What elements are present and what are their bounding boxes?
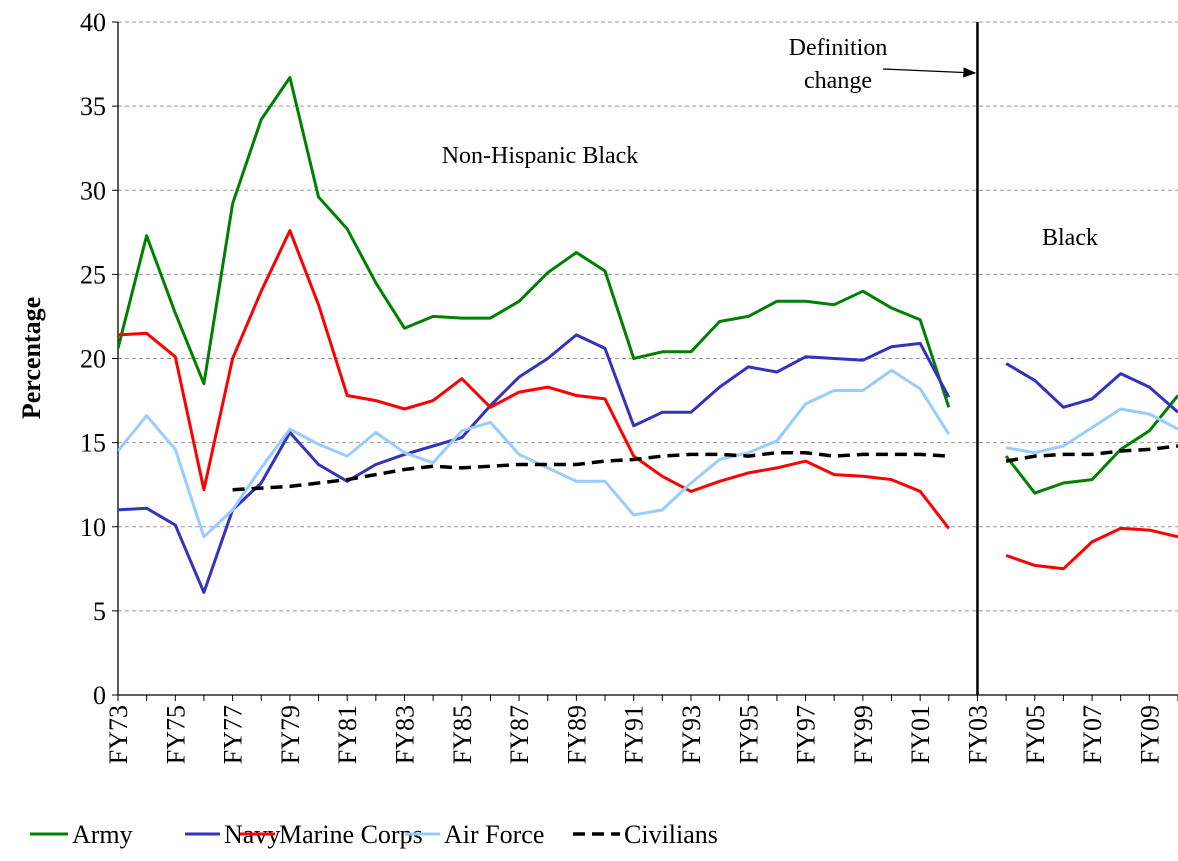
series-line — [118, 368, 1178, 539]
x-tick-label: FY05 — [1021, 705, 1050, 764]
x-tick-label: FY07 — [1078, 705, 1107, 764]
x-tick-label: FY83 — [390, 705, 419, 764]
x-tick-label: FY77 — [219, 705, 248, 764]
y-tick-label: 20 — [80, 345, 106, 374]
legend-label: Army — [72, 820, 133, 849]
y-tick-label: 15 — [80, 429, 106, 458]
x-tick-label: FY95 — [734, 705, 763, 764]
legend-label: Air Force — [444, 820, 544, 849]
annotation: Definition — [789, 35, 888, 61]
x-tick-label: FY87 — [505, 705, 534, 764]
x-tick-label: FY93 — [677, 705, 706, 764]
y-axis-label: Percentage — [17, 297, 46, 419]
annotation: Black — [1042, 225, 1098, 251]
x-tick-label: FY75 — [161, 705, 190, 764]
y-tick-label: 5 — [93, 597, 106, 626]
series-line — [118, 229, 1178, 571]
y-tick-label: 0 — [93, 681, 106, 710]
y-tick-label: 30 — [80, 176, 106, 205]
plot-area — [118, 76, 1178, 594]
x-tick-label: FY89 — [562, 705, 591, 764]
x-tick-label: FY09 — [1135, 705, 1164, 764]
x-tick-label: FY03 — [963, 705, 992, 764]
annotation: change — [804, 68, 872, 94]
annotation-arrow — [882, 67, 977, 78]
x-tick-label: FY01 — [906, 705, 935, 764]
x-tick-label: FY99 — [849, 705, 878, 764]
y-tick-label: 35 — [80, 92, 106, 121]
series-line — [118, 333, 1178, 594]
x-tick-label: FY91 — [620, 705, 649, 764]
legend-label: Marine Corps — [279, 820, 423, 849]
annotation: Non-Hispanic Black — [442, 143, 639, 169]
legend-label: Civilians — [624, 820, 718, 849]
y-tick-label: 40 — [80, 8, 106, 37]
x-tick-label: FY81 — [333, 705, 362, 764]
x-tick-label: FY79 — [276, 705, 305, 764]
x-tick-label: FY97 — [792, 705, 821, 764]
x-tick-label: FY73 — [104, 705, 133, 764]
series-line — [232, 444, 1178, 492]
y-tick-label: 25 — [80, 260, 106, 289]
x-tick-label: FY85 — [448, 705, 477, 764]
series-line — [118, 76, 1178, 495]
y-tick-label: 10 — [80, 513, 106, 542]
